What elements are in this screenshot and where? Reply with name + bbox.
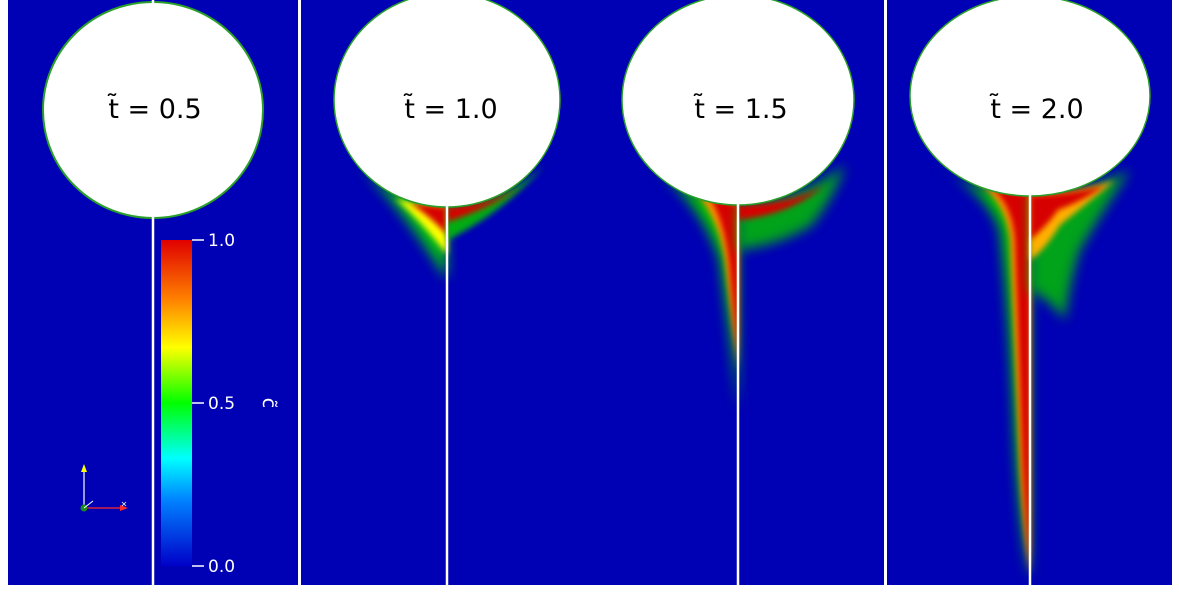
wake-plume-t1_5-left (645, 160, 738, 410)
wake-plume-t1_5-right (738, 165, 845, 250)
colorbar-tick-1: 1.0 (208, 231, 235, 251)
wake-plume-t1-left (358, 165, 447, 280)
centerlines (151, 0, 1032, 585)
wake-plume-t2-left (935, 165, 1030, 580)
colorbar-tick-0_5: 0.5 (208, 394, 235, 414)
colorbar-tick-0: 0.0 (208, 557, 235, 577)
orientation-axes-icon (80, 464, 128, 512)
time-label-1: t̃ = 0.5 (107, 93, 202, 125)
time-label-3: t̃ = 1.5 (693, 93, 788, 125)
colorbar: 1.0 0.5 0.0 c̃ (161, 231, 280, 577)
colorbar-gradient (161, 240, 192, 566)
wake-plume-t2-right (1030, 170, 1130, 320)
time-label-4: t̃ = 2.0 (989, 93, 1084, 125)
time-label-2: t̃ = 1.0 (403, 93, 498, 125)
colorbar-title: c̃ (258, 398, 280, 408)
wake-plume-t1-right (447, 165, 545, 240)
